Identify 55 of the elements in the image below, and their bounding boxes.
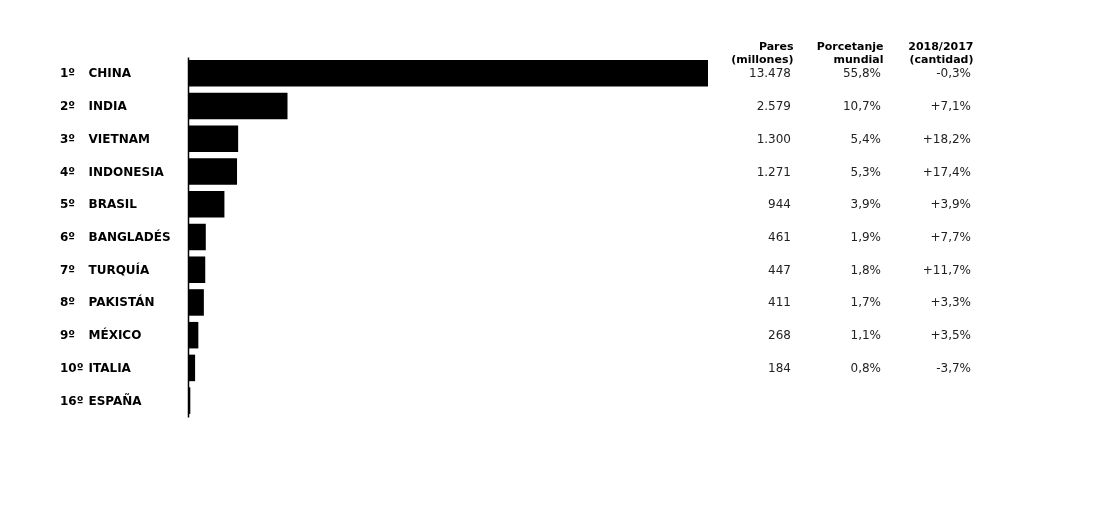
text: +3,9% <box>930 197 971 212</box>
text: 2018/2017 (cantidad) <box>908 39 974 66</box>
text: -0,3% <box>936 66 971 81</box>
text: 1,7% <box>850 295 881 310</box>
data-label: 461 <box>768 230 791 244</box>
data-label: 184 <box>768 360 791 375</box>
text: 4º <box>60 164 76 179</box>
text: 3,9% <box>850 197 881 212</box>
data-label: 1.300 <box>756 131 791 146</box>
y-tick-label: CHINA <box>88 66 132 81</box>
text: 10º <box>60 360 84 375</box>
y-tick-label: VIETNAM <box>88 131 150 146</box>
text: +11,7% <box>922 262 971 277</box>
text: 5,4% <box>850 131 881 146</box>
text: 1º <box>60 66 76 81</box>
text: +7,1% <box>930 99 971 114</box>
text: 55,8% <box>842 66 881 81</box>
text: 9º <box>60 328 76 343</box>
text: Porcetanje mundial <box>816 39 884 66</box>
text: 1,9% <box>850 230 881 244</box>
text: 6º <box>60 230 76 244</box>
data-label: 447 <box>768 262 791 277</box>
text: 2º <box>60 99 76 114</box>
text: +18,2% <box>922 131 971 146</box>
y-tick-label: ESPAÑA <box>88 392 143 408</box>
text: 1,1% <box>850 328 881 343</box>
data-label: 268 <box>768 328 791 343</box>
text: 10,7% <box>842 99 881 114</box>
text: 16º <box>60 393 84 408</box>
text: -3,7% <box>936 360 971 375</box>
text: +7,7% <box>930 230 971 244</box>
text: +3,3% <box>930 295 971 310</box>
y-tick-label: ITALIA <box>88 360 132 375</box>
text: 3º <box>60 131 76 146</box>
text: +3,5% <box>930 328 971 343</box>
data-label: 13.478 <box>749 66 791 81</box>
text: 1,8% <box>850 262 881 277</box>
y-tick-label: INDONESIA <box>88 164 165 179</box>
y-tick-label: PAKISTÁN <box>88 294 155 310</box>
y-tick-label: BANGLADÉS <box>88 229 171 244</box>
text: 7º <box>60 262 76 277</box>
text: 8º <box>60 295 76 310</box>
y-tick-label: BRASIL <box>88 197 138 212</box>
y-tick-label: INDIA <box>88 99 128 114</box>
text: Pares (millones) <box>731 39 794 66</box>
y-tick-label: TURQUÍA <box>88 261 151 277</box>
data-label: 944 <box>768 197 791 212</box>
data-label: 411 <box>768 295 791 310</box>
text: +17,4% <box>922 164 971 179</box>
data-label: 1.271 <box>756 164 791 179</box>
text: 5º <box>60 197 76 212</box>
text: 5,3% <box>850 164 881 179</box>
data-label: 2.579 <box>756 99 791 114</box>
text: 0,8% <box>850 360 881 375</box>
y-tick-label: MÉXICO <box>88 327 142 343</box>
